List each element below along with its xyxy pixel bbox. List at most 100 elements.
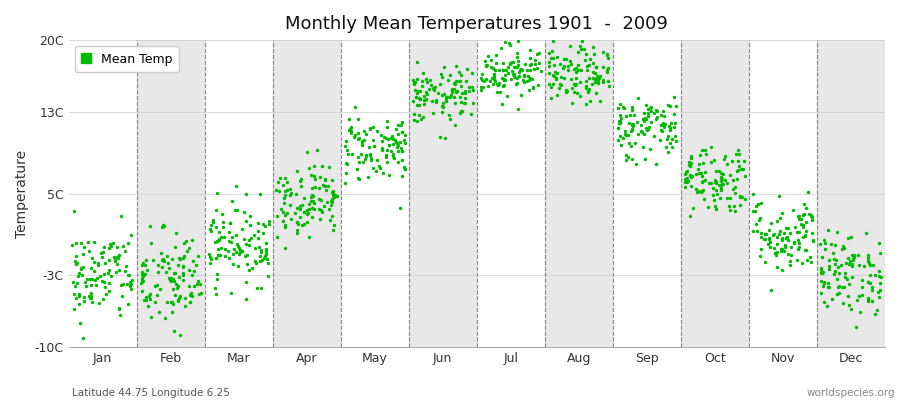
Point — [587, 51, 601, 57]
Point — [639, 127, 653, 134]
Point — [458, 77, 473, 84]
Point — [386, 153, 400, 159]
Point — [496, 83, 510, 90]
Point — [415, 78, 429, 84]
Point — [447, 86, 462, 92]
Point — [237, 235, 251, 242]
Point — [825, 296, 840, 302]
Point — [296, 220, 310, 227]
Point — [278, 224, 293, 231]
Point — [72, 301, 86, 307]
Point — [860, 279, 875, 286]
Point — [358, 153, 373, 159]
Point — [356, 159, 371, 165]
Point — [230, 207, 244, 214]
Point — [572, 78, 587, 85]
Point — [436, 104, 450, 110]
Point — [348, 103, 363, 110]
Point — [457, 88, 472, 95]
Point — [395, 157, 410, 163]
Point — [155, 224, 169, 230]
Point — [659, 144, 673, 150]
Point — [255, 256, 269, 263]
Point — [483, 78, 498, 84]
Point — [835, 300, 850, 306]
Point — [559, 89, 573, 96]
Point — [669, 138, 683, 144]
Point — [527, 65, 542, 72]
Point — [708, 180, 723, 186]
Point — [731, 147, 745, 154]
Point — [780, 234, 795, 240]
Point — [452, 78, 466, 84]
Point — [325, 212, 339, 219]
Point — [861, 298, 876, 304]
Point — [339, 160, 354, 166]
Point — [805, 212, 819, 218]
Point — [388, 137, 402, 144]
Point — [789, 256, 804, 263]
Point — [616, 104, 631, 110]
Point — [326, 192, 340, 198]
Point — [443, 72, 457, 78]
Point — [159, 298, 174, 305]
Point — [821, 227, 835, 234]
Point — [474, 77, 489, 83]
Point — [715, 181, 729, 187]
Point — [544, 55, 558, 62]
Point — [373, 165, 387, 171]
Point — [411, 94, 426, 101]
Point — [238, 279, 253, 285]
Point — [751, 201, 765, 208]
Point — [494, 75, 508, 81]
Point — [142, 296, 157, 302]
Point — [842, 302, 857, 309]
Point — [758, 231, 772, 237]
Point — [678, 183, 692, 190]
Point — [293, 178, 308, 184]
Point — [851, 252, 866, 258]
Point — [76, 272, 90, 279]
Point — [93, 273, 107, 279]
Point — [143, 240, 157, 247]
Point — [382, 142, 396, 148]
Point — [84, 293, 98, 300]
Point — [306, 163, 320, 170]
Point — [192, 290, 206, 297]
Point — [395, 148, 410, 154]
Point — [860, 296, 875, 302]
Point — [869, 307, 884, 313]
Point — [72, 290, 86, 297]
Point — [792, 216, 806, 222]
Point — [864, 298, 878, 304]
Point — [425, 98, 439, 104]
Point — [801, 189, 815, 195]
Point — [352, 176, 366, 182]
Point — [314, 196, 328, 203]
Point — [88, 282, 103, 288]
Point — [704, 144, 718, 150]
Point — [779, 235, 794, 242]
Point — [644, 104, 658, 110]
Point — [235, 247, 249, 254]
Point — [496, 66, 510, 73]
Point — [662, 101, 676, 108]
Point — [449, 88, 464, 95]
Point — [569, 65, 583, 71]
Point — [720, 161, 734, 167]
Point — [214, 234, 229, 240]
Point — [792, 240, 806, 246]
Bar — [477, 40, 544, 347]
Point — [522, 74, 536, 81]
Point — [203, 228, 218, 234]
Point — [784, 244, 798, 250]
Point — [102, 288, 116, 294]
Point — [581, 75, 596, 82]
Point — [610, 125, 625, 131]
Point — [98, 284, 112, 290]
Point — [748, 208, 762, 214]
Point — [845, 274, 859, 280]
Point — [663, 127, 678, 133]
Point — [832, 270, 847, 277]
Point — [778, 225, 793, 231]
